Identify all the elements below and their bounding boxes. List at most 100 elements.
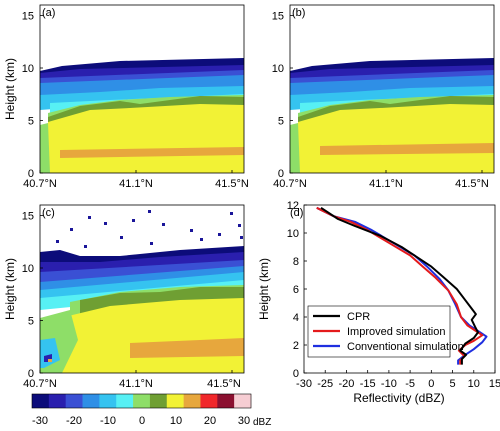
panel-a-xtick-label: 40.7°N xyxy=(23,178,57,190)
panel-b-ytick-label: 5 xyxy=(278,116,284,128)
panel-c-ylabel: Height (km) xyxy=(3,258,17,320)
panel-d-xtick-label: -20 xyxy=(338,378,354,390)
field-band-light-green-low xyxy=(40,123,50,173)
panel-b-axes xyxy=(289,4,495,174)
panel-d-ytick-label: 4 xyxy=(293,312,299,324)
panel-b-xticks: 40.7°N 41.1°N 41.5°N xyxy=(273,170,489,190)
colorbar-cell xyxy=(149,394,168,408)
panel-d-xtick-label: 0 xyxy=(428,378,434,390)
panel-a-label: (a) xyxy=(42,7,55,19)
panel-d-xticks: -30 -25 -20 -15 -10 -5 0 5 10 15 xyxy=(296,370,500,390)
panel-d-xtick-label: -25 xyxy=(317,378,333,390)
field-band-mid-blue xyxy=(40,70,244,84)
panel-d-ytick-label: 2 xyxy=(293,340,299,352)
colorbar-tick-label: 20 xyxy=(204,415,216,427)
colorbar-cell xyxy=(116,394,134,408)
legend: CPR Improved simulation Conventional sim… xyxy=(307,305,464,358)
field-band-orange xyxy=(130,338,244,358)
panel-a-yticks: 0 5 10 15 xyxy=(22,11,43,180)
colorbar-tick-label: 10 xyxy=(170,415,182,427)
panel-d-xtick-label: 10 xyxy=(468,378,480,390)
colorbar-cell xyxy=(82,394,100,408)
panel-a-ytick-label: 5 xyxy=(28,116,34,128)
field-band-orange-speckle xyxy=(48,359,52,362)
legend-label-cpr: CPR xyxy=(347,311,370,323)
field-band-light-green-low xyxy=(290,123,300,173)
panel-b-yticks: 0 5 10 15 xyxy=(272,11,293,180)
colorbar-unit: dBZ xyxy=(253,417,271,428)
panel-b-xtick-label: 41.5°N xyxy=(455,178,489,190)
colorbar-cell xyxy=(217,394,235,408)
panel-d-series xyxy=(316,206,488,365)
panel-d-xtick-label: -5 xyxy=(405,378,415,390)
panel-d-xtick-label: -10 xyxy=(381,378,397,390)
panel-c: 0 5 10 15 40.7°N 41.1°N 41.5°N Height (k… xyxy=(3,204,245,390)
colorbar-cell xyxy=(133,394,151,408)
panel-a-ytick-label: 15 xyxy=(22,11,34,23)
field-band-mid-blue xyxy=(290,70,494,84)
panel-d-ytick-label: 10 xyxy=(287,228,299,240)
series-line-cpr xyxy=(320,206,479,365)
colorbar-cells xyxy=(32,394,252,408)
colorbar-tick-label: 30 xyxy=(238,415,250,427)
panel-d-ylabel: Height (km) xyxy=(257,258,271,320)
panel-b-ytick-label: 0 xyxy=(278,168,284,180)
panel-a-xtick-label: 41.5°N xyxy=(215,178,249,190)
panel-c-xtick-label: 41.1°N xyxy=(119,378,153,390)
colorbar-cell xyxy=(183,394,201,408)
colorbar-cell xyxy=(99,394,117,408)
panel-b-ytick-label: 10 xyxy=(272,63,284,75)
panel-c-label: (c) xyxy=(42,207,55,219)
colorbar-cell xyxy=(32,394,50,408)
panel-c-axes xyxy=(39,204,245,374)
panel-c-xtick-label: 40.7°N xyxy=(23,378,57,390)
panel-d-xtick-label: -15 xyxy=(360,378,376,390)
panel-a-ytick-label: 10 xyxy=(22,63,34,75)
panel-c-ytick-label: 0 xyxy=(28,368,34,380)
panel-a-ytick-label: 0 xyxy=(28,168,34,180)
legend-label-improved: Improved simulation xyxy=(347,326,445,338)
field-band-blue xyxy=(290,65,494,79)
panel-d-xtick-label: 5 xyxy=(449,378,455,390)
legend-label-conventional: Conventional simulation xyxy=(347,341,464,353)
panel-b-xtick-label: 41.1°N xyxy=(369,178,403,190)
panel-d-ytick-label: 0 xyxy=(293,368,299,380)
panel-b-label: (b) xyxy=(292,7,305,19)
panel-d: 0 2 4 6 8 10 12 -30 -25 -20 -15 -10 -5 0 5 10 15 Height… xyxy=(257,200,500,405)
panel-d-yticks: 0 2 4 6 8 10 12 xyxy=(287,200,307,380)
panel-b-xtick-label: 40.7°N xyxy=(273,178,307,190)
colorbar-cell xyxy=(200,394,218,408)
panel-a-axes xyxy=(39,4,245,174)
panel-d-ytick-label: 8 xyxy=(293,256,299,268)
colorbar-cell xyxy=(48,394,66,408)
panel-d-ytick-label: 12 xyxy=(287,200,299,212)
panel-c-sparse-echoes xyxy=(56,210,243,248)
field-band-cyan xyxy=(40,272,244,300)
panel-b: 0 5 10 15 40.7°N 41.1°N 41.5°N (b) xyxy=(272,4,495,190)
panel-c-field xyxy=(40,210,244,373)
colorbar-cell xyxy=(166,394,184,408)
field-band-light-blue xyxy=(290,75,494,96)
field-band-green xyxy=(48,96,244,128)
panel-a: 0 5 10 15 40.7°N 41.1°N 41.5°N Height (k… xyxy=(3,4,249,190)
panel-a-field xyxy=(40,58,244,173)
colorbar-cell xyxy=(234,394,252,408)
panel-d-xlabel: Reflectivity (dBZ) xyxy=(353,391,444,405)
colorbar-cell xyxy=(65,394,83,408)
panel-c-xticks: 40.7°N 41.1°N 41.5°N xyxy=(23,370,241,390)
colorbar-tick-label: -10 xyxy=(100,415,116,427)
panel-d-xtick-label: -30 xyxy=(296,378,312,390)
panel-b-ytick-label: 15 xyxy=(272,11,284,23)
panel-a-ylabel: Height (km) xyxy=(3,58,17,120)
colorbar-tick-label: -30 xyxy=(32,415,48,427)
field-band-light-blue xyxy=(40,75,244,96)
colorbar-tick-label: 0 xyxy=(139,415,145,427)
series-line-conventional-simulation xyxy=(316,206,488,365)
colorbar-tick-label: -20 xyxy=(66,415,82,427)
panel-c-ytick-label: 10 xyxy=(22,263,34,275)
colorbar: -30 -20 -10 0 10 20 30 dBZ xyxy=(31,393,271,428)
panel-b-field xyxy=(290,58,494,173)
panel-d-label: (d) xyxy=(290,207,303,219)
colorbar-frame xyxy=(31,393,252,409)
